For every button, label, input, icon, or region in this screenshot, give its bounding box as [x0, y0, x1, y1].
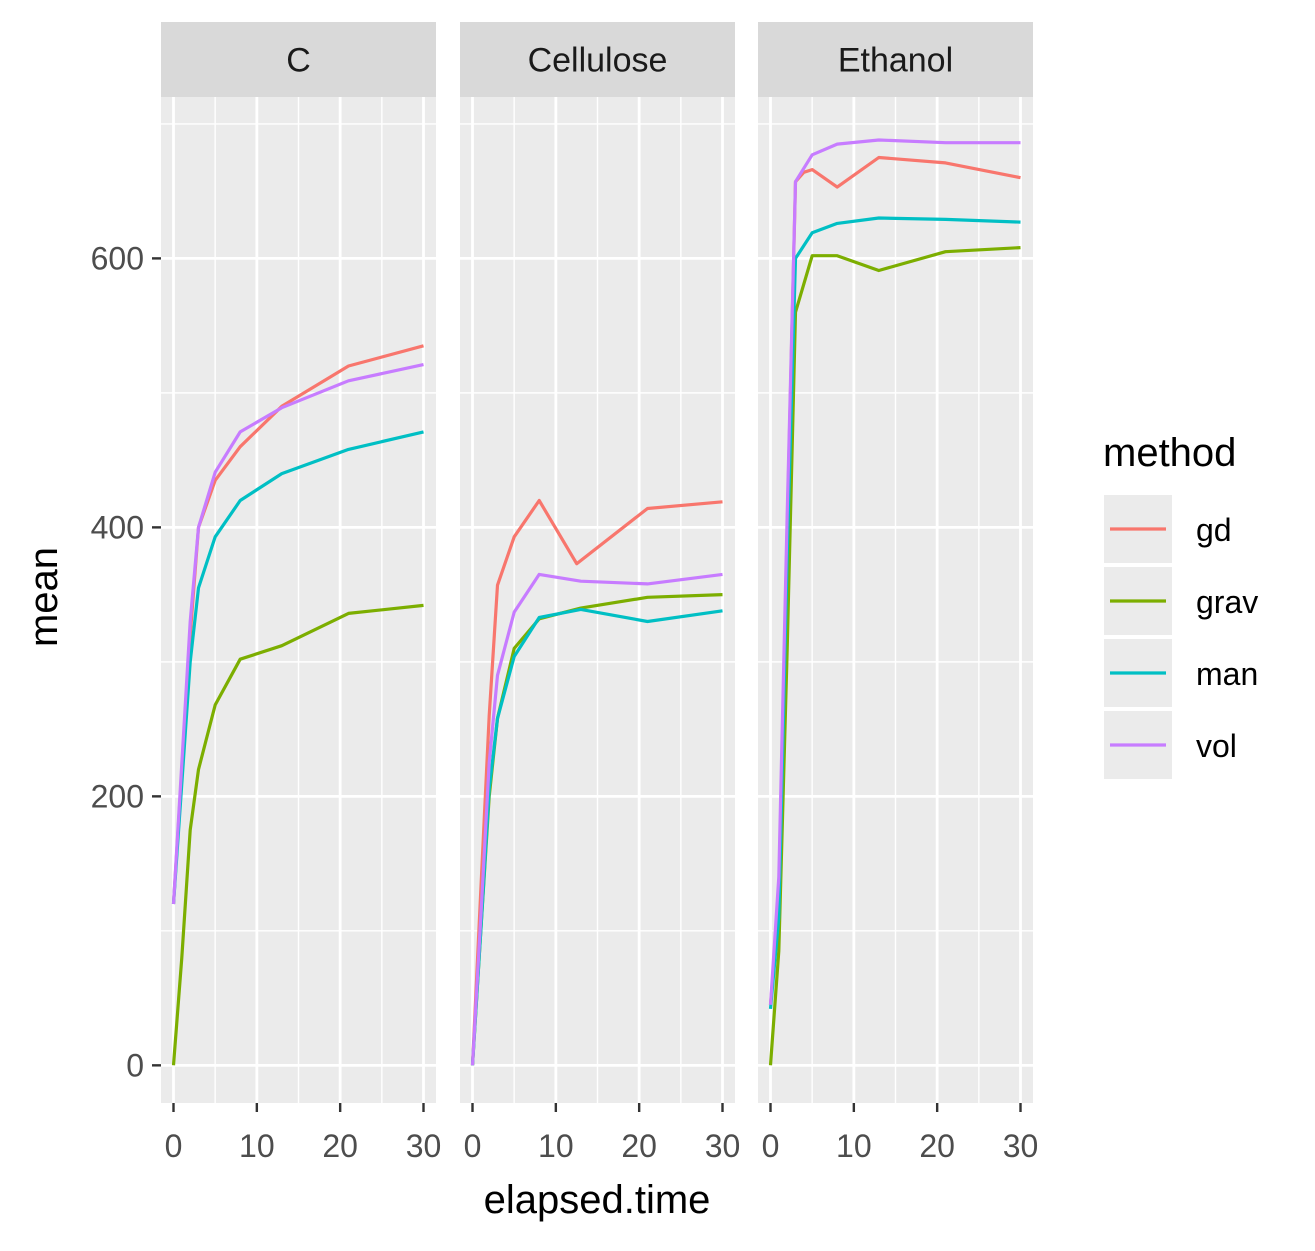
facet-strip-label: C [286, 42, 311, 80]
series-line-grav [171, 603, 424, 1066]
legend-keys: gd grav man vol [1104, 495, 1258, 779]
legend-label: gd [1196, 512, 1232, 548]
legend-item-gd: gd [1104, 495, 1232, 563]
x-tick-label: 20 [919, 1128, 955, 1164]
x-tick-label: 0 [464, 1128, 482, 1164]
facet-strip [161, 22, 436, 97]
x-tick-label: 20 [322, 1128, 358, 1164]
facet-strip-label: Cellulose [528, 42, 668, 80]
panels-layer: C Cellulose Ethanol [161, 22, 1033, 1103]
y-tick-label: 600 [91, 240, 144, 276]
legend-label: grav [1196, 584, 1258, 620]
y-tick-label: 200 [91, 778, 144, 814]
facet-panel: Cellulose [460, 22, 735, 1103]
x-axis-title: elapsed.time [484, 1178, 711, 1222]
x-tick-label: 20 [621, 1128, 657, 1164]
legend-label: man [1196, 656, 1258, 692]
legend-label: vol [1196, 728, 1237, 764]
x-tick-label: 10 [239, 1128, 275, 1164]
axes-layer: 0 10 20 30 0 10 20 30 0 10 20 30 0 200 400 600 [91, 240, 1039, 1164]
legend-item-vol: vol [1104, 711, 1237, 779]
facet-strip-label: Ethanol [838, 42, 953, 80]
facet-strip [758, 22, 1033, 97]
legend-item-grav: grav [1104, 567, 1258, 635]
y-tick-label: 400 [91, 509, 144, 545]
x-tick-label: 0 [762, 1128, 780, 1164]
x-tick-label: 30 [406, 1128, 442, 1164]
series-line-man [171, 430, 424, 905]
legend-item-man: man [1104, 639, 1258, 707]
legend: method gd grav man vol [1103, 431, 1258, 779]
x-tick-label: 10 [836, 1128, 872, 1164]
series-line-vol [171, 363, 424, 905]
y-tick-label: 0 [126, 1047, 144, 1083]
y-axis-title: mean [22, 547, 66, 647]
x-tick-label: 0 [165, 1128, 183, 1164]
x-tick-label: 30 [1003, 1128, 1039, 1164]
series-line-gd [470, 498, 723, 1066]
facet-strip [460, 22, 735, 97]
series-line-vol [470, 572, 723, 1066]
facet-panel: C [161, 22, 436, 1103]
facet-panel: Ethanol [758, 22, 1033, 1103]
x-tick-label: 30 [705, 1128, 741, 1164]
x-tick-label: 10 [538, 1128, 574, 1164]
legend-title: method [1103, 431, 1236, 475]
series-line-vol [768, 138, 1021, 1005]
